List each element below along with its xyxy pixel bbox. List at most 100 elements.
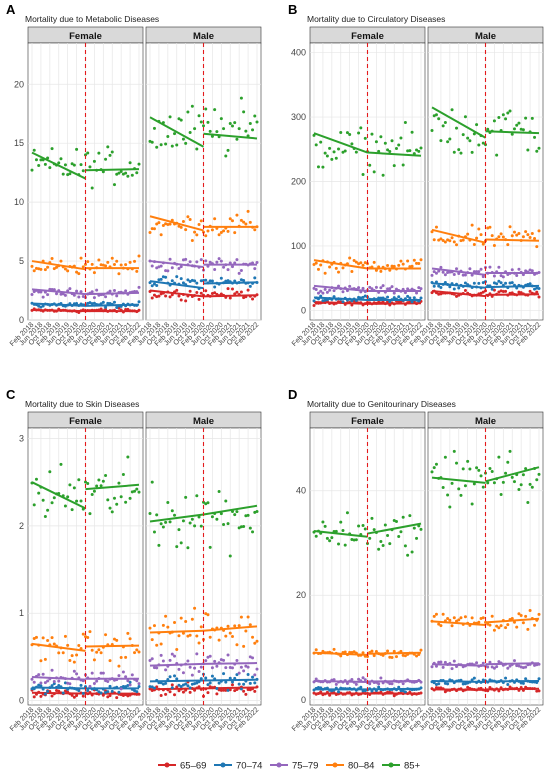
series-A-male-70–74: [148, 275, 259, 290]
point-A-male-85+-27: [208, 129, 212, 133]
point-A-male-85+-19: [190, 104, 194, 108]
point-B-male-65–69-48: [537, 295, 541, 299]
point-A-female-75–79-20: [75, 289, 79, 293]
point-A-male-70–74-2: [152, 282, 156, 286]
point-A-female-80–84-33: [104, 264, 108, 268]
point-D-male-85+-6: [443, 455, 447, 459]
point-C-female-70–74-7: [46, 689, 50, 693]
point-B-male-85+-3: [437, 117, 441, 121]
point-D-female-80–84-28: [374, 649, 378, 653]
point-D-male-80–84-33: [504, 626, 508, 630]
point-C-male-75–79-5: [159, 653, 163, 657]
point-C-male-75–79-37: [230, 666, 234, 670]
point-C-male-85+-6: [161, 525, 165, 529]
point-B-male-65–69-23: [481, 290, 485, 294]
point-B-female-85+-12: [339, 131, 343, 135]
point-C-male-85+-39: [235, 510, 239, 514]
point-A-male-80–84-6: [161, 223, 165, 227]
point-A-male-80–84-5: [159, 233, 163, 237]
point-B-male-85+-17: [468, 139, 472, 143]
point-A-male-70–74-10: [170, 279, 174, 283]
point-A-male-75–79-39: [235, 258, 239, 262]
point-B-male-70–74-33: [504, 281, 508, 285]
point-A-male-80–84-45: [248, 220, 252, 224]
point-C-male-85+-8: [166, 501, 170, 505]
point-A-female-70–74-26: [88, 301, 92, 305]
point-A-female-75–79-22: [79, 290, 83, 294]
point-C-female-75–79-44: [128, 683, 132, 687]
point-A-male-65–69-2: [152, 293, 156, 297]
point-B-male-85+-9: [450, 108, 454, 112]
point-D-male-65–69-2: [434, 686, 438, 690]
point-B-female-85+-13: [341, 150, 345, 154]
point-C-female-75–79-5: [41, 672, 45, 676]
point-A-male-70–74-27: [208, 279, 212, 283]
point-C-female-80–84-1: [32, 637, 36, 641]
point-C-male-75–79-17: [186, 659, 190, 663]
point-B-male-75–79-23: [481, 275, 485, 279]
point-B-female-85+-34: [388, 149, 392, 153]
point-A-male-85+-30: [215, 130, 219, 134]
legend-dot-0: [164, 762, 170, 768]
point-B-female-70–74-38: [397, 295, 401, 299]
point-D-male-80–84-37: [512, 620, 516, 624]
point-D-male-70–74-34: [506, 682, 510, 686]
point-C-male-85+-44: [246, 513, 250, 517]
point-C-female-85+-9: [50, 501, 54, 505]
point-D-female-70–74-38: [397, 685, 401, 689]
point-A-male-80–84-18: [188, 218, 192, 222]
point-D-female-85+-40: [401, 515, 405, 519]
point-A-male-85+-12: [175, 143, 179, 147]
point-B-female-85+-23: [363, 136, 367, 140]
point-B-male-75–79-7: [446, 270, 450, 274]
point-C-male-70–74-26: [206, 683, 210, 687]
point-C-male-85+-9: [168, 520, 172, 524]
point-A-male-75–79-32: [219, 259, 223, 263]
point-B-female-75–79-36: [392, 291, 396, 295]
facet-label-B-female: Female: [351, 31, 384, 42]
point-B-female-75–79-30: [379, 286, 383, 290]
point-A-male-85+-7: [164, 142, 168, 146]
point-C-female-85+-26: [88, 512, 92, 516]
point-A-male-65–69-32: [219, 292, 223, 296]
point-C-male-85+-45: [248, 526, 252, 530]
point-C-female-65–69-23: [81, 694, 85, 698]
point-A-female-85+-2: [34, 158, 38, 162]
point-A-male-85+-13: [177, 117, 181, 121]
point-A-female-75–79-17: [68, 287, 72, 291]
point-C-male-85+-30: [215, 517, 219, 521]
point-D-male-85+-9: [450, 481, 454, 485]
point-A-female-70–74-27: [90, 302, 94, 306]
point-C-male-80–84-47: [253, 641, 257, 645]
series-B-male-65–69: [430, 288, 541, 299]
point-B-female-85+-26: [370, 132, 374, 136]
point-A-female-85+-7: [46, 156, 50, 160]
point-D-male-80–84-46: [533, 623, 537, 627]
point-C-female-80–84-28: [92, 658, 96, 662]
point-C-female-80–84-40: [119, 655, 123, 659]
point-D-male-85+-32: [501, 480, 505, 484]
trend-post-A-male-65–69: [203, 294, 258, 298]
point-C-female-85+-22: [79, 499, 83, 503]
series-C-female-80–84: [30, 630, 141, 668]
point-A-male-75–79-33: [222, 265, 226, 269]
point-A-female-80–84-4: [39, 267, 43, 271]
point-A-female-80–84-7: [46, 265, 50, 269]
facet-label-D-male: Male: [475, 416, 496, 427]
point-D-female-75–79-19: [354, 682, 358, 686]
point-B-female-70–74-48: [419, 296, 423, 300]
point-A-male-85+-26: [206, 120, 210, 124]
point-A-male-75–79-13: [177, 266, 181, 270]
point-C-male-75–79-34: [224, 666, 228, 670]
point-C-female-70–74-34: [106, 690, 110, 694]
point-C-male-85+-33: [222, 522, 226, 526]
point-A-male-75–79-31: [217, 257, 221, 261]
point-D-female-85+-33: [386, 533, 390, 537]
point-C-male-70–74-16: [184, 682, 188, 686]
trend-post-A-female-85+: [85, 168, 140, 172]
point-D-female-70–74-21: [359, 685, 363, 689]
point-C-male-80–84-27: [208, 635, 212, 639]
point-C-male-75–79-6: [161, 659, 165, 663]
point-B-male-80–84-38: [515, 233, 519, 237]
trend-pre-C-female-70–74: [31, 686, 86, 690]
